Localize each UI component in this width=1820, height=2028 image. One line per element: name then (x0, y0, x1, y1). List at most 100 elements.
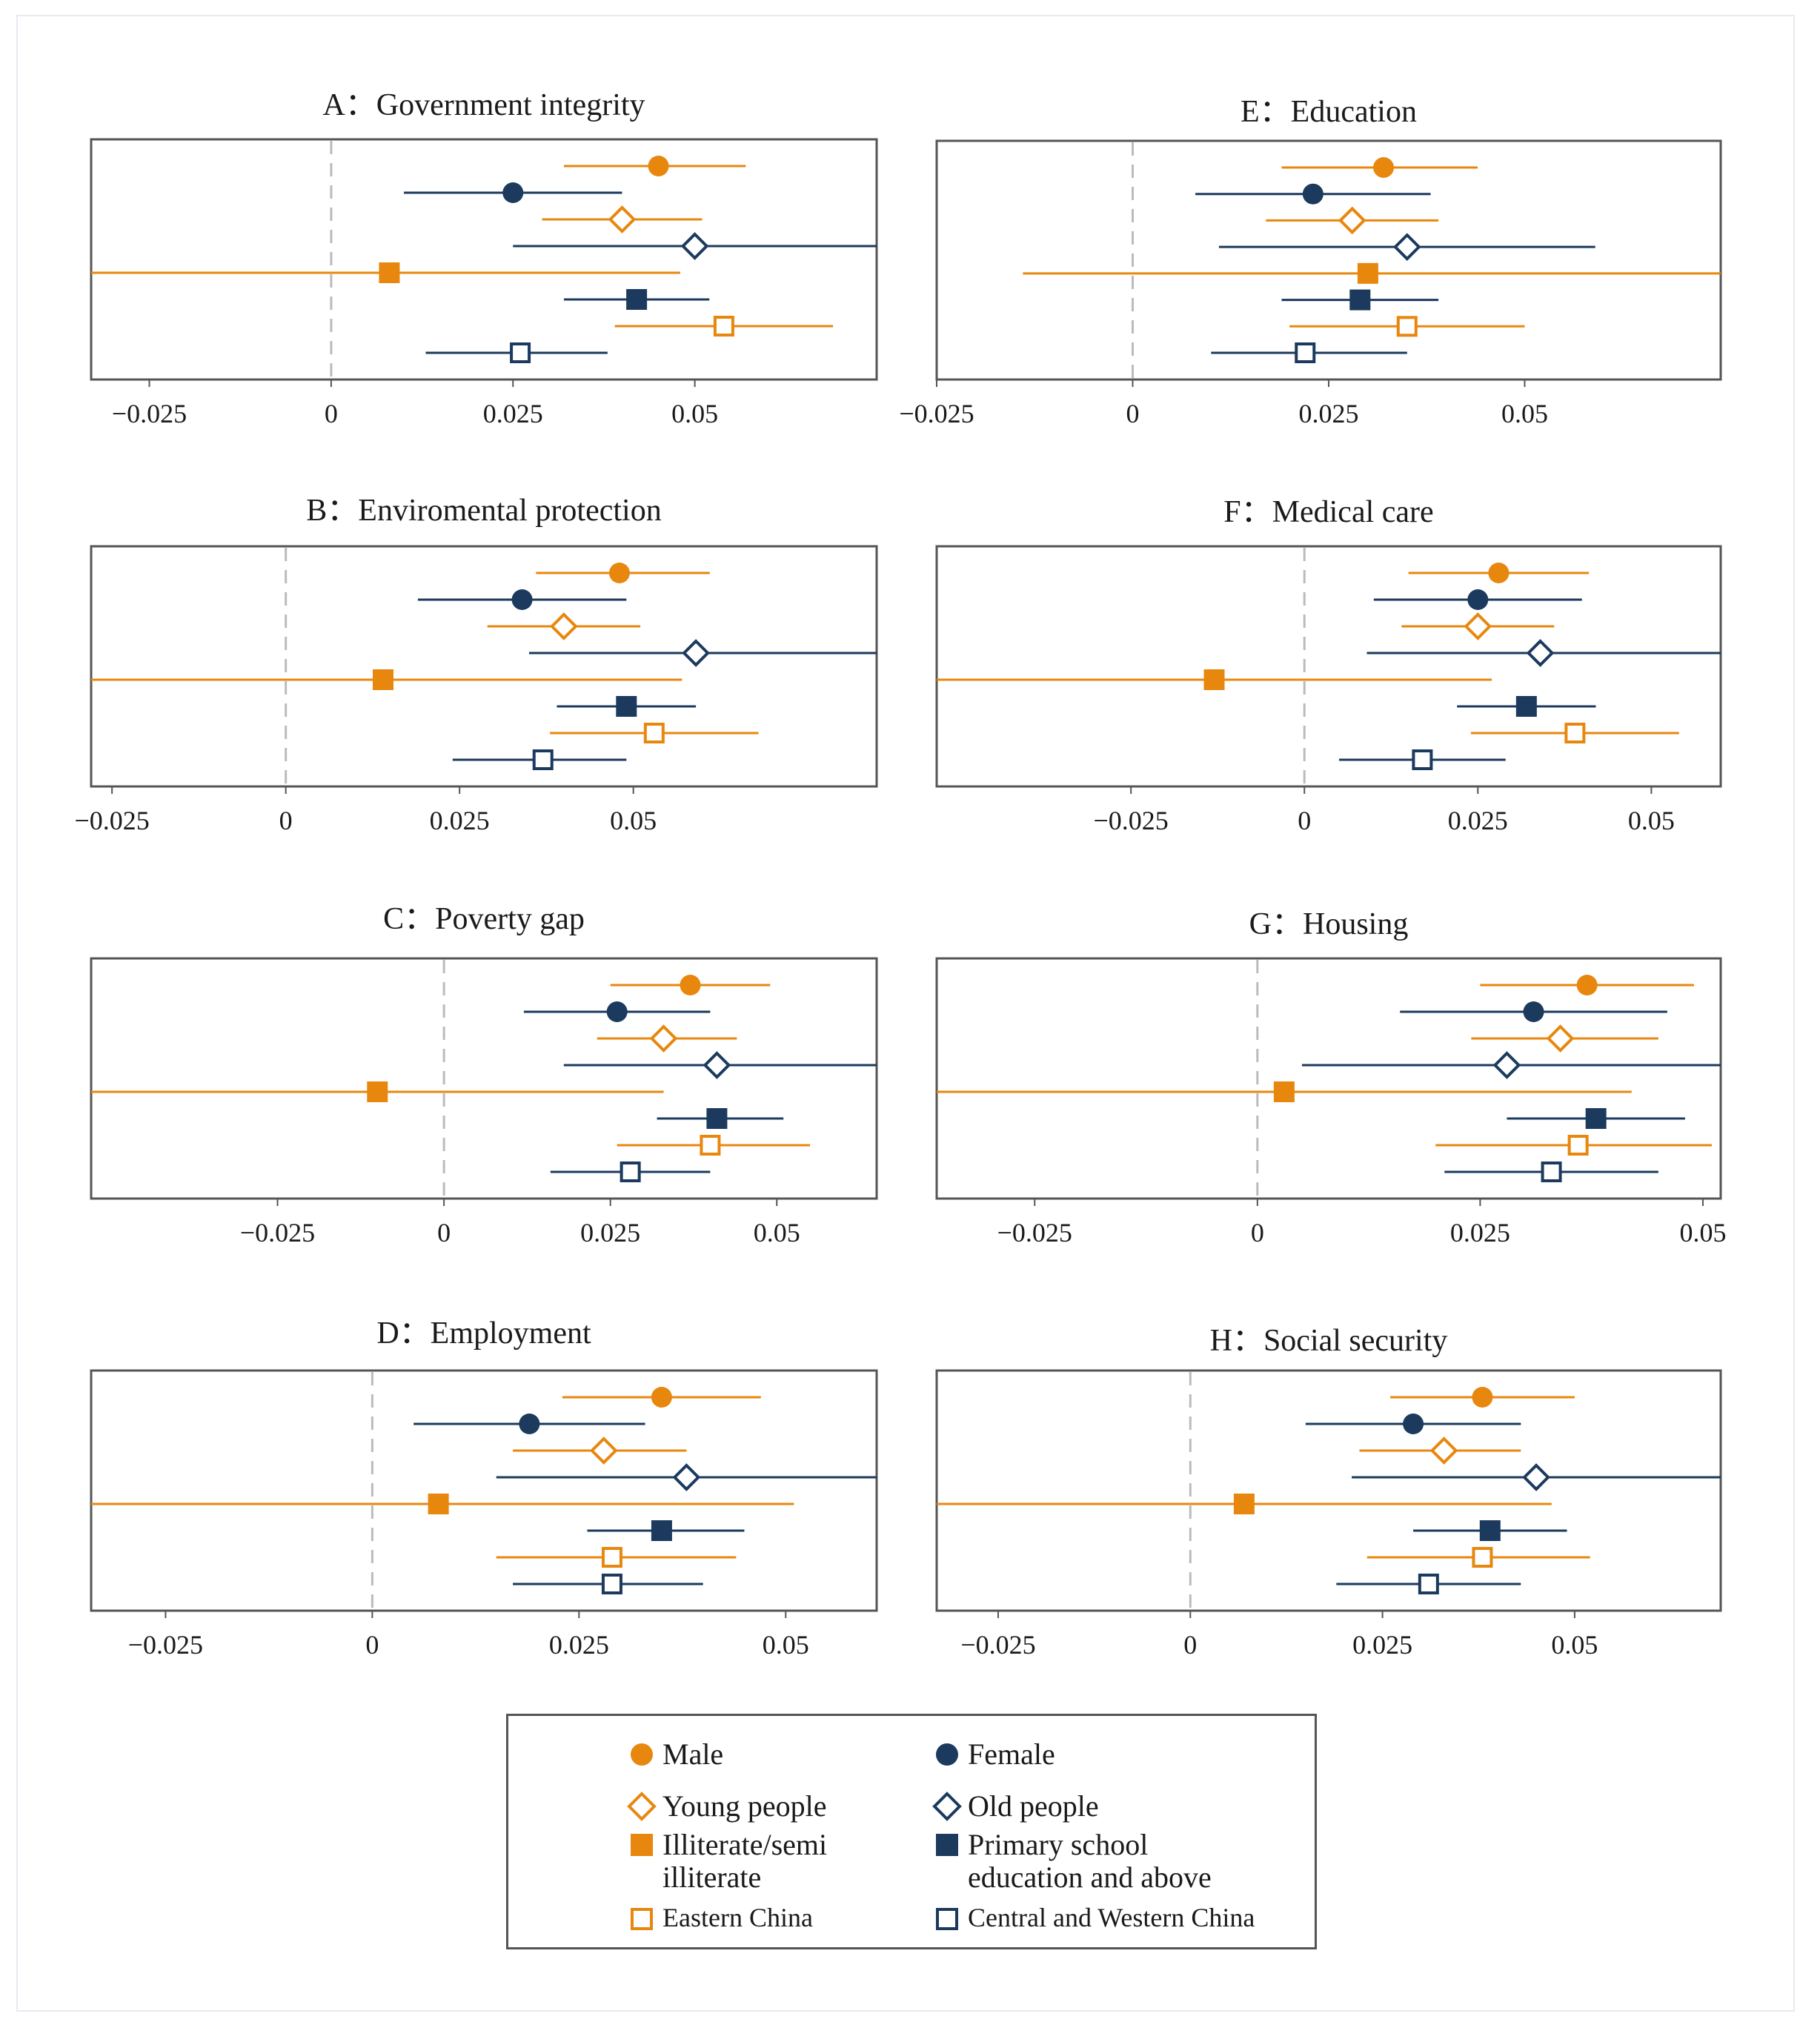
estimate-eastern-china (1564, 723, 1586, 743)
panel-title: B：Enviromental protection (306, 494, 661, 528)
estimate-young-people (1464, 612, 1492, 640)
legend-item-male: Male (627, 1738, 723, 1771)
x-tick-label: 0.05 (763, 1630, 809, 1660)
legend-marker-primary-school (936, 1834, 958, 1856)
estimate-young-people (1546, 1024, 1575, 1053)
x-tick-label: −0.025 (240, 1218, 315, 1247)
estimate-female (519, 1414, 540, 1434)
x-tick-label: 0.025 (1299, 399, 1359, 428)
x-tick-label: 0.025 (549, 1630, 609, 1660)
x-tick-label: −0.025 (74, 806, 149, 835)
plot-area (935, 1369, 1722, 1612)
legend-marker-old-people (932, 1792, 962, 1821)
legend-marker-illiterate (631, 1834, 653, 1856)
legend-item-young-people: Young people (627, 1790, 827, 1823)
estimate-young-people (589, 1436, 618, 1465)
legend-marker-female (936, 1743, 958, 1766)
panel-g-housing: G：Housing −0.025 0 0.025 0.05 (935, 907, 1726, 1247)
estimate-primary-school-education-and-above (1349, 289, 1371, 311)
estimate-male (648, 156, 669, 176)
x-tick-label: −0.025 (1094, 806, 1169, 835)
legend: Male Female Young people Old people Illi… (506, 1714, 1317, 1949)
estimate-central-and-western-china (1295, 342, 1316, 363)
estimate-central-and-western-china (601, 1574, 622, 1594)
estimate-young-people (608, 205, 637, 233)
legend-item-female: Female (932, 1738, 1055, 1771)
estimate-primary-school-education-and-above (616, 696, 637, 717)
x-tick-label: 0.025 (1448, 806, 1508, 835)
estimate-female (1302, 183, 1324, 205)
estimate-eastern-china (643, 723, 665, 743)
panel-title: G：Housing (1249, 907, 1409, 941)
estimate-central-and-western-china (1541, 1162, 1562, 1182)
legend-symbol (932, 1792, 962, 1821)
plot-area (935, 139, 1722, 381)
estimate-eastern-china (1472, 1547, 1493, 1568)
x-tick-label: 0 (325, 399, 338, 428)
estimate-female (1523, 1001, 1544, 1022)
legend-marker-male (631, 1743, 653, 1766)
plot-area (90, 545, 878, 788)
x-tick-label: 0.05 (1679, 1218, 1726, 1247)
x-tick-label: 0.05 (671, 399, 718, 428)
estimate-old-people (1526, 639, 1555, 667)
panel-title: E：Education (1241, 95, 1417, 129)
legend-label-young-people: Young people (662, 1789, 827, 1823)
panel-title: D：Employment (376, 1316, 591, 1351)
x-tick-label: −0.025 (899, 399, 974, 428)
estimate-old-people (1492, 1051, 1521, 1079)
x-tick-label: 0 (1251, 1218, 1264, 1247)
x-tick-label: 0.025 (430, 806, 490, 835)
estimate-female (511, 589, 533, 610)
estimate-old-people (1522, 1463, 1550, 1491)
estimate-primary-school-education-and-above (1585, 1108, 1607, 1129)
x-tick-label: 0 (1298, 806, 1311, 835)
panel-c-poverty-gap: C：Poverty gap −0.025 0 0.025 0.05 (90, 902, 878, 1247)
estimate-young-people (649, 1024, 678, 1053)
estimate-illiterate-semi-illiterate (379, 262, 400, 283)
x-tick-label: 0.05 (1551, 1630, 1598, 1660)
estimate-primary-school-education-and-above (1515, 696, 1537, 717)
plot-area (935, 545, 1722, 788)
legend-marker-central-western-china (936, 1908, 958, 1930)
panel-title: A：Government integrity (322, 88, 645, 122)
estimate-primary-school-education-and-above (626, 289, 648, 310)
panel-title: F：Medical care (1223, 495, 1433, 529)
estimate-eastern-china (700, 1135, 721, 1156)
estimate-primary-school-education-and-above (706, 1108, 728, 1129)
x-tick-label: −0.025 (997, 1218, 1072, 1247)
estimate-female (502, 182, 524, 203)
legend-label-primary-school: Primary school education and above (968, 1828, 1212, 1894)
estimate-eastern-china (601, 1547, 622, 1568)
x-tick-label: 0 (437, 1218, 451, 1247)
legend-label-old-people: Old people (968, 1789, 1099, 1823)
legend-marker-young-people (627, 1792, 657, 1821)
panel-d-employment: D：Employment −0.025 0 0.025 0.05 (90, 1316, 878, 1660)
legend-symbol (936, 1908, 958, 1930)
estimate-old-people (682, 639, 710, 667)
estimate-young-people (1338, 206, 1366, 235)
estimate-female (1403, 1414, 1424, 1434)
x-tick-label: 0.025 (1450, 1218, 1510, 1247)
estimate-old-people (680, 232, 709, 260)
legend-item-old-people: Old people (932, 1790, 1099, 1823)
legend-symbol (936, 1743, 958, 1766)
legend-item-central-western-china: Central and Western China (932, 1903, 1255, 1932)
estimate-female (606, 1001, 628, 1022)
plot-area (935, 957, 1722, 1200)
estimate-illiterate-semi-illiterate (372, 669, 393, 690)
estimate-illiterate-semi-illiterate (1357, 262, 1378, 284)
x-tick-label: 0.05 (754, 1218, 800, 1247)
plot-area (90, 957, 878, 1200)
panel-f-medical-care: F：Medical care −0.025 0 0.025 0.05 (935, 495, 1722, 835)
panel-a-government-integrity: A：Government integrity −0.025 0 0.025 0.05 (90, 88, 878, 428)
x-tick-label: 0.025 (483, 399, 543, 428)
legend-symbol (936, 1834, 958, 1856)
plot-area (90, 138, 878, 381)
estimate-illiterate-semi-illiterate (1233, 1494, 1255, 1514)
x-tick-label: −0.025 (128, 1630, 203, 1660)
x-tick-label: 0 (279, 806, 293, 835)
estimate-male (1488, 563, 1510, 583)
x-tick-label: −0.025 (112, 399, 187, 428)
